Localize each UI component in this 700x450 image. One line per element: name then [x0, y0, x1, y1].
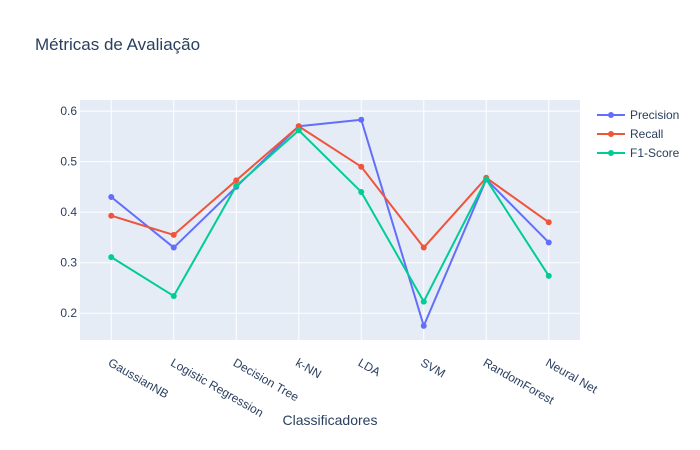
series-line: [110, 125, 550, 249]
x-tick-label: LDA: [356, 355, 383, 379]
data-point[interactable]: [108, 194, 115, 201]
data-point[interactable]: [358, 163, 365, 170]
legend[interactable]: Precision Recall F1-Score: [597, 108, 680, 160]
legend-label: Precision: [630, 108, 679, 122]
y-axis-ticks: 0.2 0.3 0.4 0.5 0.6: [60, 104, 77, 320]
data-point[interactable]: [295, 127, 302, 134]
x-axis-title: Classificadores: [283, 412, 378, 428]
data-point[interactable]: [170, 293, 177, 300]
data-point[interactable]: [233, 177, 240, 184]
legend-marker: [608, 131, 614, 137]
data-point[interactable]: [420, 244, 427, 251]
y-tick-label: 0.4: [60, 205, 77, 219]
data-point[interactable]: [108, 212, 115, 219]
legend-item[interactable]: Precision: [597, 108, 679, 122]
y-tick-label: 0.6: [60, 104, 77, 118]
data-point[interactable]: [420, 322, 427, 329]
data-point[interactable]: [358, 116, 365, 123]
legend-item[interactable]: Recall: [597, 127, 663, 141]
data-point[interactable]: [108, 254, 115, 261]
x-tick-label: k-NN: [293, 355, 324, 381]
series-line: [110, 118, 550, 327]
series-lines: [110, 118, 550, 327]
legend-item[interactable]: F1-Score: [597, 146, 680, 160]
data-point[interactable]: [358, 188, 365, 195]
legend-label: F1-Score: [630, 146, 680, 160]
data-point[interactable]: [233, 182, 240, 189]
series-line: [110, 129, 550, 303]
data-point[interactable]: [545, 239, 552, 246]
x-tick-label: GaussianNB: [106, 355, 171, 401]
x-tick-label: Neural Net: [543, 355, 600, 396]
y-tick-label: 0.5: [60, 155, 77, 169]
legend-marker: [608, 112, 614, 118]
data-point[interactable]: [170, 231, 177, 238]
plot-area: [80, 100, 580, 340]
data-point[interactable]: [483, 176, 490, 183]
data-point[interactable]: [170, 244, 177, 251]
legend-label: Recall: [630, 127, 663, 141]
chart-title: Métricas de Avaliação: [35, 35, 200, 54]
data-point[interactable]: [545, 272, 552, 279]
y-tick-label: 0.3: [60, 256, 77, 270]
data-point[interactable]: [420, 298, 427, 305]
legend-marker: [608, 150, 614, 156]
x-tick-label: SVM: [418, 355, 448, 380]
y-tick-label: 0.2: [60, 306, 77, 320]
series-points: [108, 116, 552, 329]
data-point[interactable]: [545, 219, 552, 226]
